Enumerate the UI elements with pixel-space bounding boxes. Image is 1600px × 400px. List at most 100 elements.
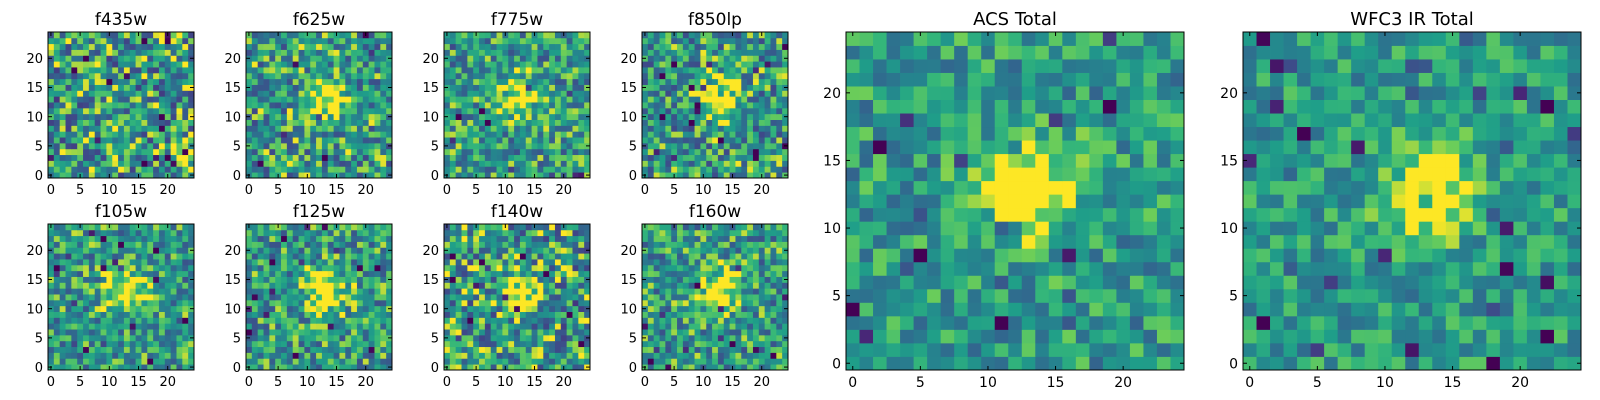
heatmap-cell (723, 72, 730, 80)
heatmap-cell (519, 224, 527, 231)
heatmap-cell (257, 358, 264, 365)
heatmap-cell (706, 160, 713, 167)
heatmap-cell (164, 346, 172, 353)
heatmap-cell (304, 96, 311, 103)
heatmap-cell (461, 317, 468, 324)
heatmap-cell (764, 96, 771, 103)
heatmap-cell (141, 160, 148, 167)
heatmap-cell (147, 67, 154, 74)
heatmap-cell (449, 264, 457, 272)
heatmap-cell (88, 67, 96, 74)
heatmap-cell (362, 142, 370, 150)
heatmap-cell (514, 358, 521, 365)
heatmap-cell (71, 235, 78, 242)
heatmap-cell (257, 67, 264, 74)
heatmap-cell (496, 172, 503, 179)
heatmap-cell (386, 72, 393, 80)
heatmap-cell (467, 166, 474, 173)
heatmap-cell (88, 346, 96, 353)
heatmap-cell (135, 160, 142, 167)
heatmap-cell (147, 32, 154, 39)
heatmap-cell (106, 340, 113, 348)
heatmap-cell (473, 358, 480, 365)
heatmap-cell (514, 137, 521, 144)
heatmap-cell (257, 32, 264, 39)
heatmap-cell (723, 299, 730, 307)
heatmap-cell (665, 148, 672, 156)
heatmap-cell (316, 346, 323, 353)
heatmap-cell (549, 329, 556, 336)
heatmap-cell (327, 166, 334, 173)
heatmap-cell (71, 55, 78, 62)
heatmap-cell (141, 142, 148, 150)
heatmap-cell (776, 131, 783, 138)
heatmap-cell (356, 32, 364, 39)
heatmap-cell (473, 282, 480, 289)
heatmap-cell (484, 323, 492, 330)
heatmap-cell (653, 154, 660, 161)
heatmap-cell (484, 125, 492, 132)
heatmap-cell (339, 172, 346, 179)
heatmap-cell (281, 224, 288, 231)
heatmap-cell (723, 49, 730, 56)
heatmap-cell (537, 329, 544, 336)
heatmap-cell (147, 61, 154, 68)
heatmap-cell (479, 113, 486, 120)
heatmap-cell (182, 37, 189, 45)
heatmap-cell (281, 148, 288, 156)
heatmap-cell (310, 282, 317, 289)
heatmap-cell (246, 43, 253, 50)
heatmap-cell (129, 107, 136, 115)
heatmap-cell (578, 247, 585, 254)
heatmap-cell (449, 317, 457, 324)
heatmap-cell (176, 166, 183, 173)
heatmap-cell (129, 294, 136, 301)
heatmap-cell (578, 358, 585, 365)
heatmap-cell (694, 37, 701, 45)
heatmap-cell (717, 119, 725, 126)
heatmap-cell (147, 78, 154, 85)
heatmap-cell (275, 270, 282, 277)
heatmap-cell (479, 160, 486, 167)
heatmap-cell (356, 346, 364, 353)
heatmap-cell (723, 311, 730, 318)
heatmap-cell (281, 270, 288, 277)
heatmap-cell (94, 102, 101, 109)
heatmap-cell (549, 241, 556, 248)
heatmap-cell (339, 107, 346, 115)
heatmap-cell (642, 90, 649, 97)
heatmap-cell (514, 113, 521, 120)
heatmap-cell (706, 305, 713, 312)
heatmap-cell (77, 131, 84, 138)
heatmap-cell (455, 148, 462, 156)
heatmap-cell (380, 113, 387, 120)
heatmap-cell (257, 299, 264, 307)
heatmap-cell (141, 72, 148, 80)
heatmap-cell (368, 264, 375, 272)
heatmap-cell (380, 61, 387, 68)
heatmap-cell (461, 299, 468, 307)
heatmap-cell (560, 43, 568, 50)
heatmap-cell (71, 276, 78, 283)
heatmap-cell (525, 247, 532, 254)
heatmap-cell (158, 37, 166, 45)
heatmap-cell (543, 72, 550, 80)
heatmap-cell (490, 334, 497, 342)
heatmap-cell (158, 102, 166, 109)
heatmap-cell (712, 37, 719, 45)
heatmap-cell (321, 61, 329, 68)
heatmap-cell (327, 107, 334, 115)
heatmap-cell (48, 253, 55, 260)
heatmap-cell (374, 311, 381, 318)
heatmap-cell (77, 358, 84, 365)
heatmap-cell (182, 113, 189, 120)
heatmap-cell (123, 247, 131, 254)
heatmap-cell (549, 264, 556, 272)
heatmap-cell (380, 137, 387, 144)
heatmap-cell (584, 229, 591, 237)
heatmap-cell (490, 364, 497, 371)
heatmap-cell (141, 148, 148, 156)
heatmap-cell (176, 119, 183, 126)
heatmap-cell (496, 96, 503, 103)
heatmap-cell (188, 49, 195, 56)
